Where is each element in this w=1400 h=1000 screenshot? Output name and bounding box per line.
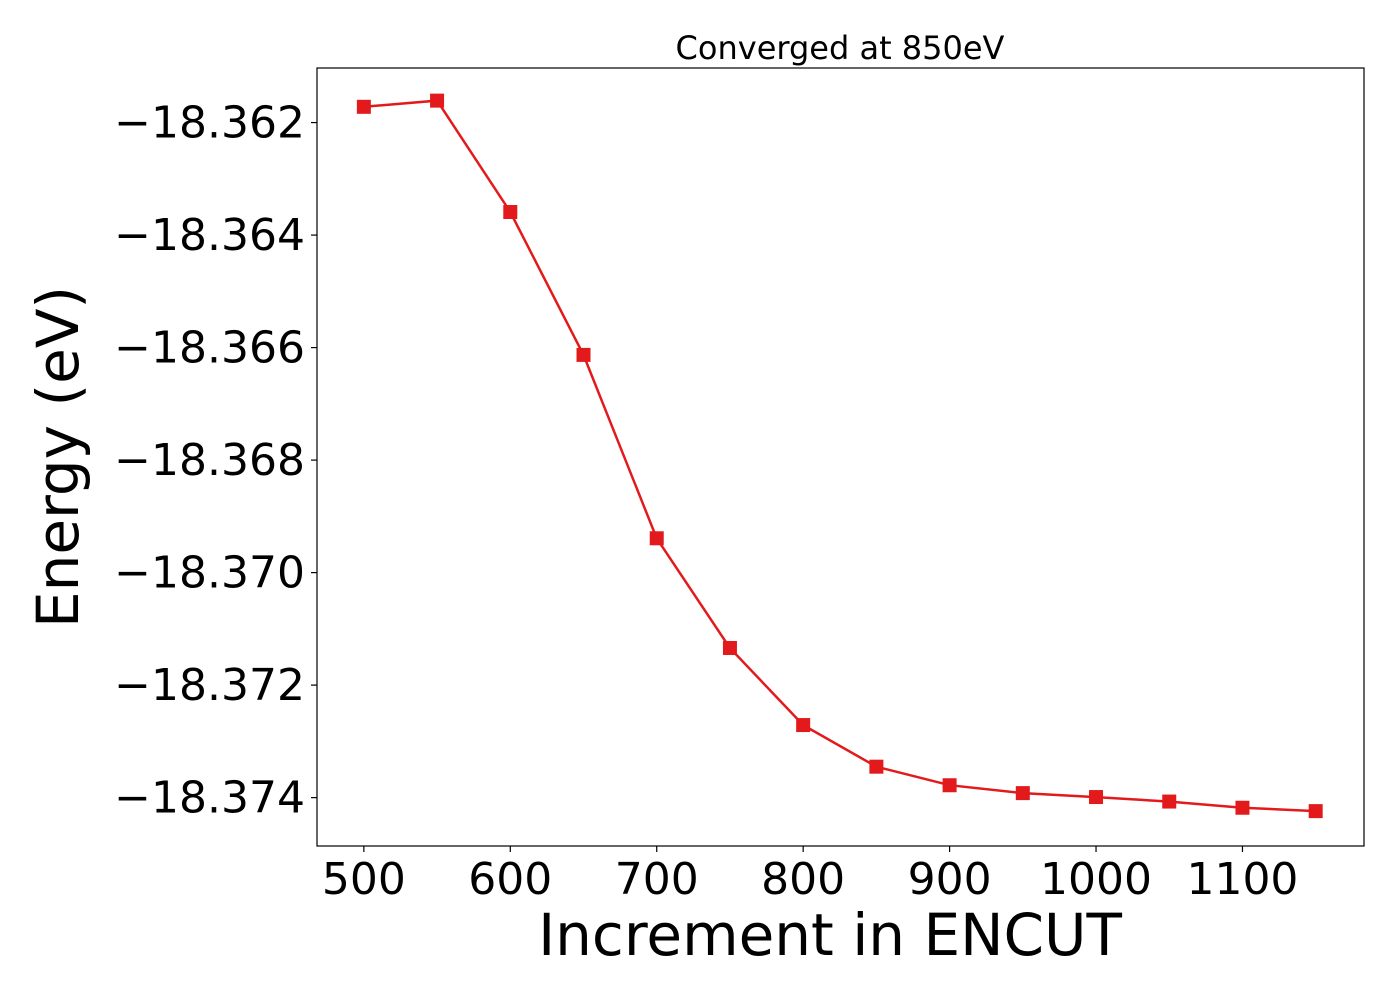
x-tick-label: 1100 xyxy=(1186,854,1298,905)
x-tick-label: 800 xyxy=(761,854,845,905)
y-axis: −18.362 −18.364 −18.366 −18.368 −18.370 −18.3… xyxy=(114,98,317,824)
y-tick-label: −18.370 xyxy=(114,548,305,599)
series-layer xyxy=(356,93,1323,819)
data-point xyxy=(722,640,737,655)
data-point xyxy=(1235,800,1250,815)
y-axis-label: Energy (eV) xyxy=(24,286,92,628)
plot-area xyxy=(316,67,1365,847)
data-point xyxy=(1015,786,1030,801)
x-tick-label: 900 xyxy=(908,854,992,905)
x-tick-label: 1000 xyxy=(1040,854,1152,905)
data-point xyxy=(796,718,811,733)
data-point xyxy=(869,759,884,774)
y-tick-label: −18.362 xyxy=(114,98,305,149)
data-point xyxy=(942,778,957,793)
data-point xyxy=(356,99,371,114)
y-tick-label: −18.374 xyxy=(114,773,305,824)
y-tick-label: −18.366 xyxy=(114,323,305,374)
x-tick-label: 500 xyxy=(322,854,406,905)
y-tick-label: −18.368 xyxy=(114,435,305,486)
x-axis-label: Increment in ENCUT xyxy=(538,901,1122,969)
x-axis: 500 600 700 800 900 1000 1100 xyxy=(322,846,1298,905)
chart-title: Converged at 850eV xyxy=(676,29,1005,67)
y-tick-label: −18.364 xyxy=(114,210,305,261)
y-tick-label: −18.372 xyxy=(114,660,305,711)
x-tick-label: 700 xyxy=(615,854,699,905)
data-point xyxy=(576,347,591,362)
data-point xyxy=(430,93,445,108)
data-point xyxy=(1089,790,1104,805)
data-point xyxy=(503,205,518,220)
x-tick-label: 600 xyxy=(468,854,552,905)
data-point xyxy=(1162,794,1177,809)
data-point xyxy=(649,531,664,546)
series-line xyxy=(363,99,1316,813)
data-point xyxy=(1308,804,1323,819)
